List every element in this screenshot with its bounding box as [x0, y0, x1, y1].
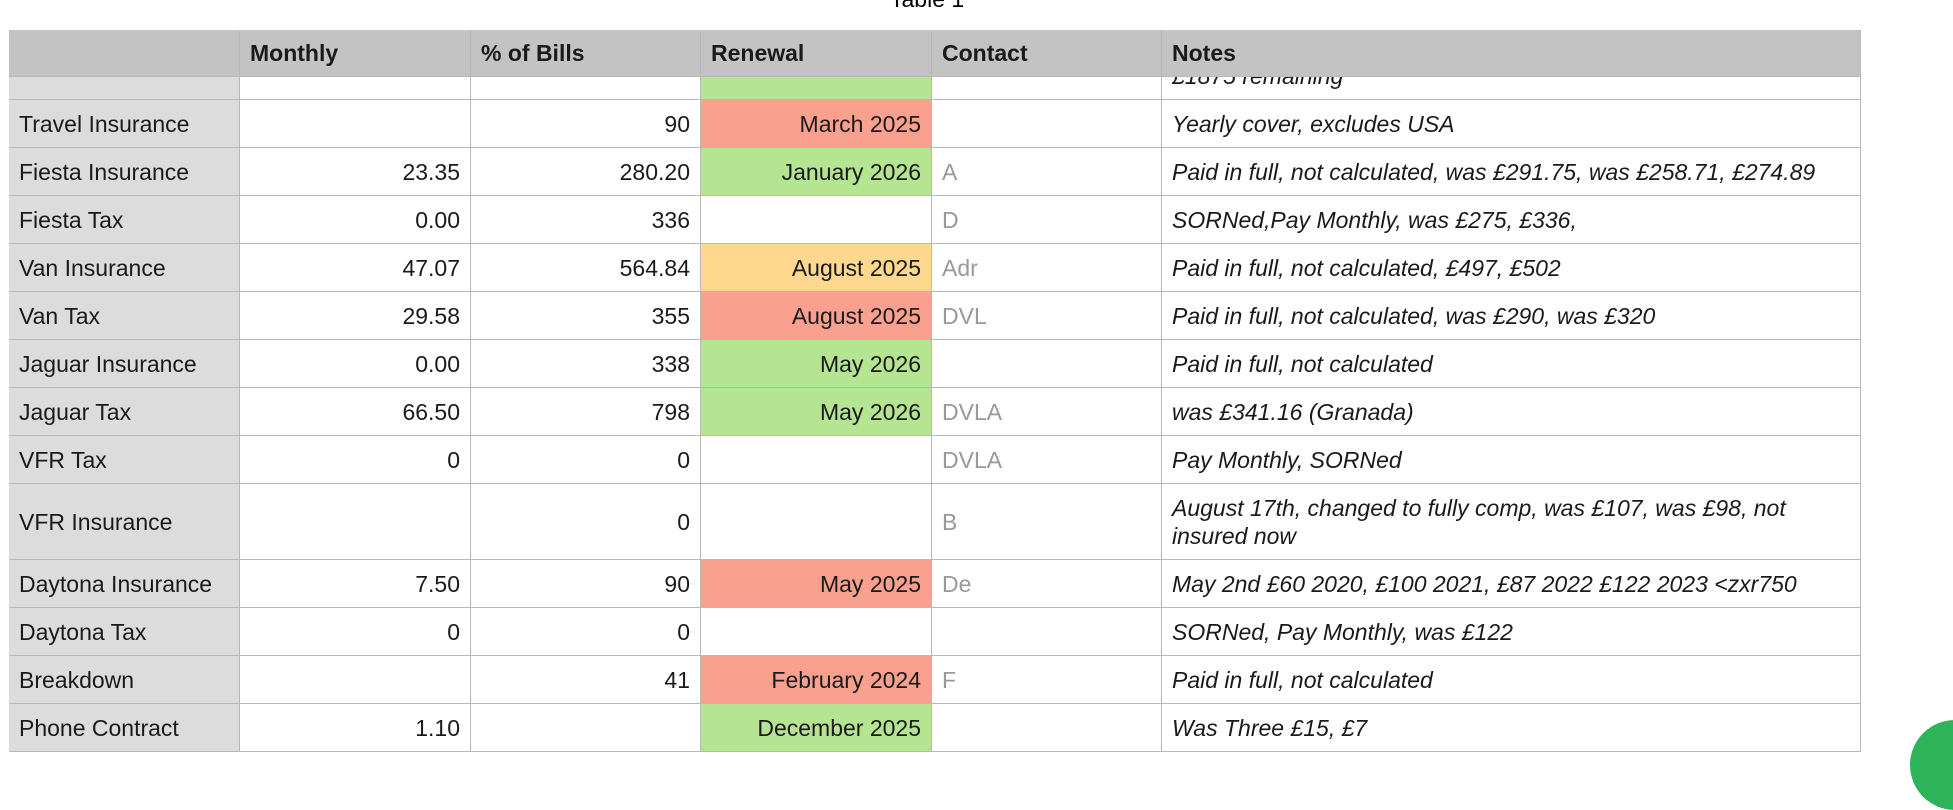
notes: Paid in full, not calculated, was £291.7…	[1162, 148, 1861, 196]
monthly: 47.07	[240, 244, 471, 292]
column-header: Monthly	[240, 30, 471, 77]
bills: 90	[471, 100, 701, 148]
contact: B	[932, 484, 1162, 560]
bills: 41	[471, 656, 701, 704]
column-header: Notes	[1162, 30, 1861, 77]
row-label: Van Insurance	[9, 244, 240, 292]
renewal: February 2024	[701, 656, 932, 704]
notes: was £341.16 (Granada)	[1162, 388, 1861, 436]
notes: Yearly cover, excludes USA	[1162, 100, 1861, 148]
bills: 564.84	[471, 244, 701, 292]
renewal: May 2026	[701, 388, 932, 436]
notes: SORNed,Pay Monthly, was £275, £336,	[1162, 196, 1861, 244]
monthly: 0	[240, 436, 471, 484]
renewal: May 2025	[701, 560, 932, 608]
table-title: Table 1	[890, 0, 964, 13]
notes: Was Three £15, £7	[1162, 704, 1861, 752]
contact: A	[932, 148, 1162, 196]
row-label: Jaguar Insurance	[9, 340, 240, 388]
contact: DVL	[932, 292, 1162, 340]
row-label: Phone Contract	[9, 704, 240, 752]
contact: DVLA	[932, 436, 1162, 484]
renewal	[701, 436, 932, 484]
bills: 0	[471, 608, 701, 656]
column-header: Renewal	[701, 30, 932, 77]
column-header: Contact	[932, 30, 1162, 77]
contact	[932, 704, 1162, 752]
notes: Pay Monthly, SORNed	[1162, 436, 1861, 484]
monthly	[240, 100, 471, 148]
row-label: Fiesta Insurance	[9, 148, 240, 196]
notes: Paid in full, not calculated, was £290, …	[1162, 292, 1861, 340]
monthly: 0.00	[240, 340, 471, 388]
contact: De	[932, 560, 1162, 608]
row-label: Daytona Insurance	[9, 560, 240, 608]
bills: 355	[471, 292, 701, 340]
row-label: VFR Tax	[9, 436, 240, 484]
bills: 0	[471, 484, 701, 560]
contact	[932, 608, 1162, 656]
row-label: Travel Insurance	[9, 100, 240, 148]
row-label: Daytona Tax	[9, 608, 240, 656]
column-header: % of Bills	[471, 30, 701, 77]
bills: 798	[471, 388, 701, 436]
notes: May 2nd £60 2020, £100 2021, £87 2022 £1…	[1162, 560, 1861, 608]
bills: 338	[471, 340, 701, 388]
row-label: Van Tax	[9, 292, 240, 340]
monthly	[240, 656, 471, 704]
renewal: May 2026	[701, 340, 932, 388]
renewal	[701, 196, 932, 244]
bills: 0	[471, 436, 701, 484]
monthly: 0	[240, 608, 471, 656]
column-header	[9, 30, 240, 77]
contact: D	[932, 196, 1162, 244]
row-label: Jaguar Tax	[9, 388, 240, 436]
row-label: Breakdown	[9, 656, 240, 704]
contact	[932, 100, 1162, 148]
row-label: Fiesta Tax	[9, 196, 240, 244]
renewal: December 2025	[701, 704, 932, 752]
monthly: 7.50	[240, 560, 471, 608]
monthly: 23.35	[240, 148, 471, 196]
bills	[471, 704, 701, 752]
monthly: 0.00	[240, 196, 471, 244]
notes: August 17th, changed to fully comp, was …	[1162, 484, 1861, 560]
floating-button[interactable]	[1910, 720, 1953, 810]
bills: 90	[471, 560, 701, 608]
notes: SORNed, Pay Monthly, was £122	[1162, 608, 1861, 656]
bills: 280.20	[471, 148, 701, 196]
renewal	[701, 484, 932, 560]
notes: Paid in full, not calculated	[1162, 656, 1861, 704]
monthly: 1.10	[240, 704, 471, 752]
row-label: VFR Insurance	[9, 484, 240, 560]
monthly	[240, 484, 471, 560]
renewal: January 2026	[701, 148, 932, 196]
notes: Paid in full, not calculated, £497, £502	[1162, 244, 1861, 292]
monthly: 66.50	[240, 388, 471, 436]
contact: DVLA	[932, 388, 1162, 436]
renewal: August 2025	[701, 244, 932, 292]
renewal: August 2025	[701, 292, 932, 340]
notes: Paid in full, not calculated	[1162, 340, 1861, 388]
contact: F	[932, 656, 1162, 704]
bills: 336	[471, 196, 701, 244]
monthly: 29.58	[240, 292, 471, 340]
renewal: March 2025	[701, 100, 932, 148]
page: Table 1 Monthly% of BillsRenewalContactN…	[9, 0, 1953, 810]
renewal	[701, 608, 932, 656]
contact: Adr	[932, 244, 1162, 292]
contact	[932, 340, 1162, 388]
